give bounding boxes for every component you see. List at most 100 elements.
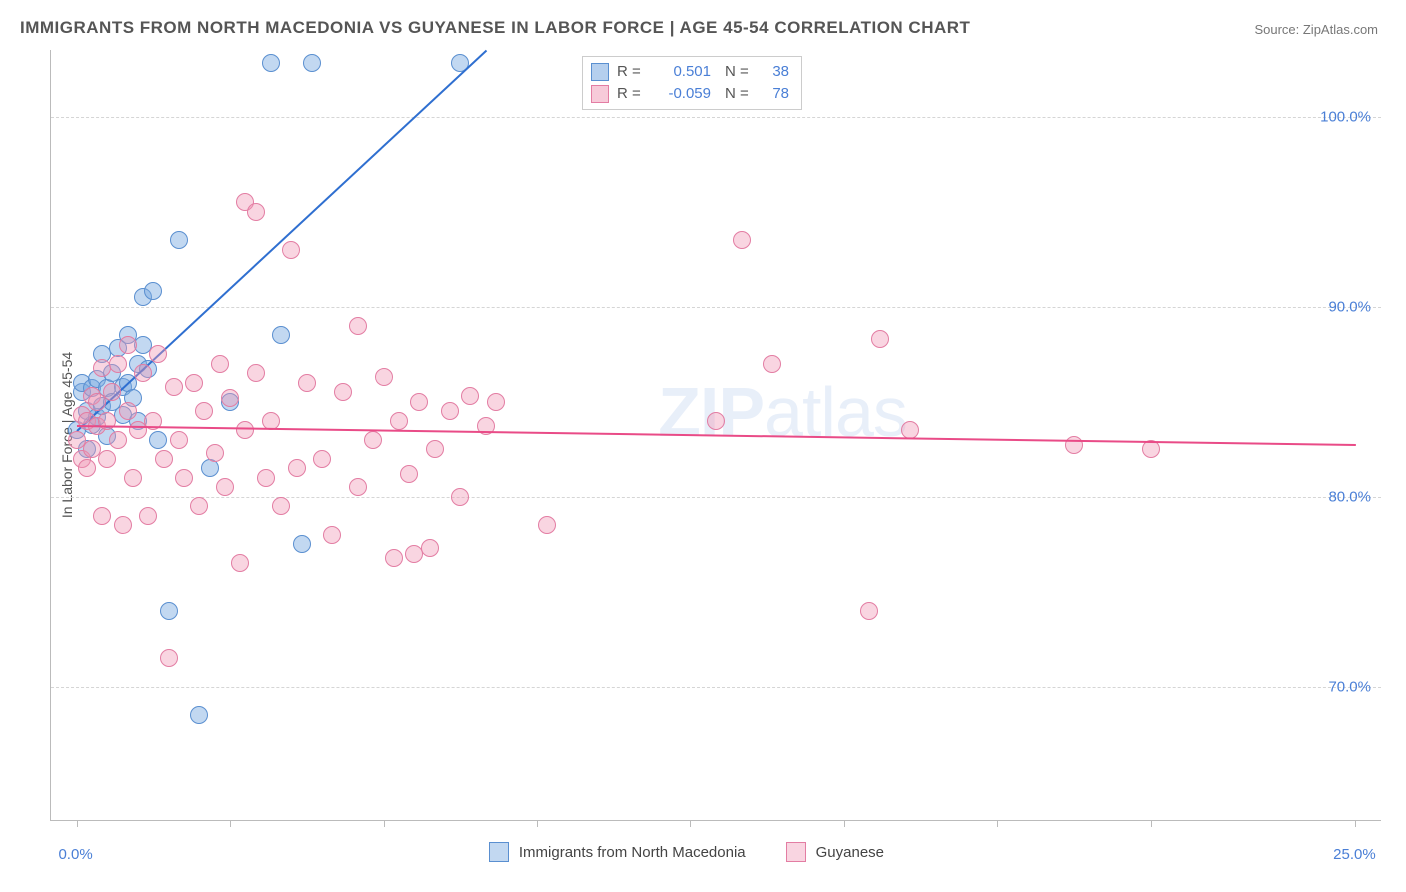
data-point-guyanese xyxy=(364,431,382,449)
data-point-guyanese xyxy=(385,549,403,567)
x-tick-label: 0.0% xyxy=(58,846,92,863)
data-point-guyanese xyxy=(426,440,444,458)
data-point-north_macedonia xyxy=(293,535,311,553)
data-point-guyanese xyxy=(441,402,459,420)
data-point-guyanese xyxy=(334,383,352,401)
y-tick-label: 100.0% xyxy=(1320,108,1371,125)
data-point-guyanese xyxy=(461,387,479,405)
x-tick xyxy=(1355,820,1356,827)
data-point-guyanese xyxy=(195,402,213,420)
data-point-guyanese xyxy=(175,469,193,487)
data-point-guyanese xyxy=(103,383,121,401)
x-tick xyxy=(230,820,231,827)
data-point-guyanese xyxy=(451,488,469,506)
data-point-north_macedonia xyxy=(149,431,167,449)
chart-title: IMMIGRANTS FROM NORTH MACEDONIA VS GUYAN… xyxy=(20,18,970,38)
data-point-guyanese xyxy=(375,368,393,386)
x-tick xyxy=(1151,820,1152,827)
x-tick xyxy=(844,820,845,827)
legend-n-label: N = xyxy=(725,83,753,105)
x-tick xyxy=(537,820,538,827)
x-tick xyxy=(384,820,385,827)
legend-row: R = -0.059 N = 78 xyxy=(591,83,789,105)
x-tick xyxy=(690,820,691,827)
data-point-guyanese xyxy=(211,355,229,373)
legend-row: R = 0.501 N = 38 xyxy=(591,61,789,83)
watermark: ZIPatlas xyxy=(658,372,907,452)
series-legend: Immigrants from North Macedonia Guyanese xyxy=(489,842,914,862)
legend-swatch xyxy=(591,63,609,81)
series-label: Guyanese xyxy=(816,844,884,861)
data-point-north_macedonia xyxy=(262,54,280,72)
data-point-guyanese xyxy=(349,478,367,496)
data-point-guyanese xyxy=(114,516,132,534)
data-point-guyanese xyxy=(298,374,316,392)
legend-n-value: 38 xyxy=(761,61,789,83)
series-label: Immigrants from North Macedonia xyxy=(519,844,746,861)
gridline-h xyxy=(51,687,1381,688)
legend-r-label: R = xyxy=(617,83,645,105)
data-point-guyanese xyxy=(272,497,290,515)
data-point-north_macedonia xyxy=(303,54,321,72)
y-tick-label: 80.0% xyxy=(1328,488,1371,505)
y-tick-label: 90.0% xyxy=(1328,298,1371,315)
legend-n-value: 78 xyxy=(761,83,789,105)
data-point-north_macedonia xyxy=(190,706,208,724)
plot-area: In Labor Force | Age 45-54 ZIPatlas 70.0… xyxy=(50,50,1381,821)
legend-r-value: -0.059 xyxy=(653,83,711,105)
data-point-guyanese xyxy=(119,336,137,354)
gridline-h xyxy=(51,117,1381,118)
data-point-guyanese xyxy=(733,231,751,249)
data-point-guyanese xyxy=(109,431,127,449)
data-point-guyanese xyxy=(109,355,127,373)
data-point-guyanese xyxy=(124,469,142,487)
series-swatch xyxy=(786,842,806,862)
data-point-guyanese xyxy=(160,649,178,667)
data-point-guyanese xyxy=(119,402,137,420)
data-point-guyanese xyxy=(206,444,224,462)
series-swatch xyxy=(489,842,509,862)
gridline-h xyxy=(51,497,1381,498)
data-point-north_macedonia xyxy=(272,326,290,344)
data-point-guyanese xyxy=(390,412,408,430)
data-point-guyanese xyxy=(185,374,203,392)
data-point-guyanese xyxy=(231,554,249,572)
y-tick-label: 70.0% xyxy=(1328,678,1371,695)
data-point-guyanese xyxy=(149,345,167,363)
data-point-guyanese xyxy=(410,393,428,411)
legend-r-label: R = xyxy=(617,61,645,83)
data-point-guyanese xyxy=(257,469,275,487)
data-point-guyanese xyxy=(247,364,265,382)
data-point-guyanese xyxy=(400,465,418,483)
data-point-guyanese xyxy=(190,497,208,515)
data-point-guyanese xyxy=(538,516,556,534)
data-point-guyanese xyxy=(288,459,306,477)
data-point-north_macedonia xyxy=(160,602,178,620)
data-point-guyanese xyxy=(216,478,234,496)
x-tick xyxy=(77,820,78,827)
data-point-guyanese xyxy=(247,203,265,221)
legend-n-label: N = xyxy=(725,61,753,83)
data-point-guyanese xyxy=(93,507,111,525)
chart-container: IMMIGRANTS FROM NORTH MACEDONIA VS GUYAN… xyxy=(0,0,1406,892)
data-point-guyanese xyxy=(323,526,341,544)
legend-swatch xyxy=(591,85,609,103)
data-point-guyanese xyxy=(707,412,725,430)
data-point-guyanese xyxy=(421,539,439,557)
data-point-guyanese xyxy=(236,421,254,439)
data-point-guyanese xyxy=(282,241,300,259)
x-tick-label: 25.0% xyxy=(1333,846,1376,863)
data-point-guyanese xyxy=(139,507,157,525)
data-point-guyanese xyxy=(78,459,96,477)
correlation-legend: R = 0.501 N = 38 R = -0.059 N = 78 xyxy=(582,56,802,110)
source-label: Source: ZipAtlas.com xyxy=(1254,22,1378,37)
data-point-guyanese xyxy=(98,450,116,468)
data-point-guyanese xyxy=(349,317,367,335)
legend-r-value: 0.501 xyxy=(653,61,711,83)
data-point-north_macedonia xyxy=(170,231,188,249)
data-point-guyanese xyxy=(487,393,505,411)
data-point-guyanese xyxy=(221,389,239,407)
gridline-h xyxy=(51,307,1381,308)
data-point-guyanese xyxy=(871,330,889,348)
x-tick xyxy=(997,820,998,827)
